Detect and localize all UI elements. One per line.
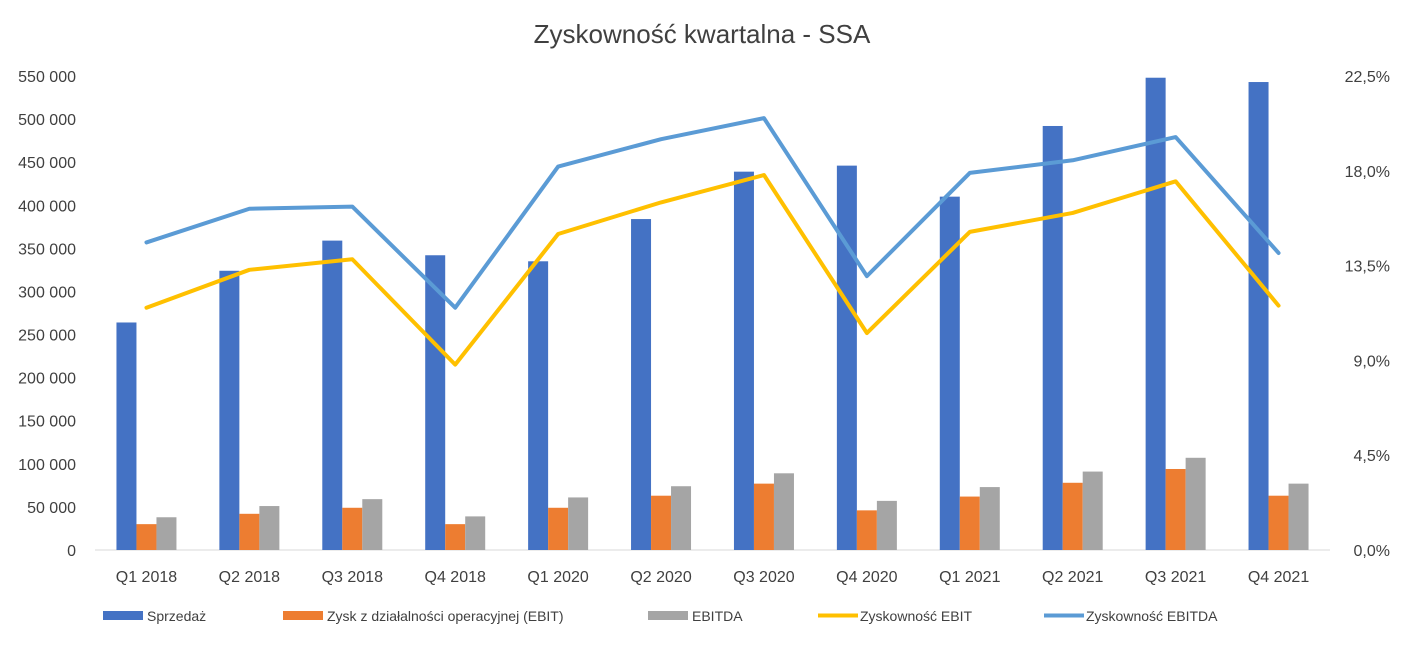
bar <box>773 473 794 550</box>
bar <box>136 524 157 550</box>
y-right-tick-label: 22,5% <box>1345 69 1390 86</box>
legend-item: Zyskowność EBIT <box>818 608 972 624</box>
y-left-tick-label: 550 000 <box>18 69 76 86</box>
legend-item: Zyskowność EBITDA <box>1044 608 1218 624</box>
x-tick-label: Q1 2021 <box>939 569 1000 586</box>
bar <box>1268 495 1289 550</box>
series-line <box>144 116 1281 310</box>
y-left-tick-label: 50 000 <box>27 500 76 517</box>
x-tick-label: Q2 2021 <box>1042 569 1103 586</box>
bar <box>876 500 897 550</box>
legend-label: Zyskowność EBIT <box>860 608 972 624</box>
legend-swatch <box>283 611 323 620</box>
legend-item: Zysk z działalności operacyjnej (EBIT) <box>283 608 564 624</box>
legend-label: Zysk z działalności operacyjnej (EBIT) <box>327 608 564 624</box>
bar <box>156 517 177 550</box>
y-right-tick-label: 18,0% <box>1345 164 1390 181</box>
x-tick-label: Q4 2020 <box>836 569 897 586</box>
y-right-tick-label: 9,0% <box>1354 353 1390 370</box>
x-tick-label: Q3 2020 <box>733 569 794 586</box>
bar <box>939 196 960 550</box>
bar <box>219 270 240 550</box>
bar <box>1248 82 1269 551</box>
bar <box>1145 77 1166 550</box>
bar <box>733 171 754 551</box>
plot-area: 0 50 000 100 000 150 000 200 000 250 000 300 0… <box>18 69 1390 586</box>
chart-title: Zyskowność kwartalna - SSA <box>534 19 871 49</box>
bar <box>528 261 549 550</box>
y-left-tick-label: 0 <box>67 543 76 560</box>
bar <box>671 486 692 550</box>
legend-label: EBITDA <box>692 608 743 624</box>
bar <box>1185 457 1206 550</box>
legend-label: Sprzedaż <box>147 608 206 624</box>
x-tick-label: Q2 2018 <box>219 569 280 586</box>
y-right-tick-label: 0,0% <box>1354 543 1390 560</box>
bar <box>836 165 857 550</box>
y-left-tick-label: 400 000 <box>18 198 76 215</box>
bar <box>259 506 280 550</box>
bar <box>239 513 260 550</box>
bar <box>116 322 137 550</box>
bar <box>631 219 652 550</box>
y-left-tick-label: 450 000 <box>18 155 76 172</box>
bar <box>856 510 877 550</box>
bar <box>425 255 446 550</box>
legend-item: EBITDA <box>648 608 743 624</box>
legend-swatch <box>103 611 143 620</box>
bar <box>959 496 980 550</box>
y-left-tick-label: 500 000 <box>18 112 76 129</box>
bar <box>548 507 569 550</box>
x-tick-label: Q4 2018 <box>425 569 486 586</box>
y-left-tick-label: 150 000 <box>18 414 76 431</box>
bar <box>753 483 774 550</box>
bar <box>1165 468 1186 550</box>
x-tick-label: Q2 2020 <box>630 569 691 586</box>
x-tick-label: Q3 2021 <box>1145 569 1206 586</box>
y-right-tick-label: 13,5% <box>1345 259 1390 276</box>
bar <box>979 487 1000 550</box>
legend-swatch <box>648 611 688 620</box>
bar <box>465 516 486 550</box>
y-left-tick-label: 100 000 <box>18 457 76 474</box>
bar-series <box>136 468 1289 550</box>
legend-label: Zyskowność EBITDA <box>1086 608 1218 624</box>
bar <box>445 524 466 550</box>
bar <box>1288 483 1309 550</box>
bar <box>342 507 363 550</box>
bar-series <box>156 457 1309 550</box>
bar <box>1042 125 1063 551</box>
legend: Sprzedaż Zysk z działalności operacyjnej … <box>103 608 1218 624</box>
y-left-tick-label: 200 000 <box>18 371 76 388</box>
bar <box>322 240 343 550</box>
x-tick-label: Q1 2020 <box>527 569 588 586</box>
x-tick-label: Q3 2018 <box>322 569 383 586</box>
bar <box>568 497 589 550</box>
bar <box>1062 482 1083 550</box>
legend-item: Sprzedaż <box>103 608 206 624</box>
x-tick-label: Q1 2018 <box>116 569 177 586</box>
bar <box>362 499 383 550</box>
series-line <box>144 173 1281 367</box>
bar <box>1082 471 1103 550</box>
y-left-tick-label: 350 000 <box>18 241 76 258</box>
x-tick-label: Q4 2021 <box>1248 569 1309 586</box>
bar-series <box>116 77 1269 551</box>
y-left-tick-label: 300 000 <box>18 284 76 301</box>
bar <box>651 495 672 550</box>
y-left-tick-label: 250 000 <box>18 328 76 345</box>
y-right-tick-label: 4,5% <box>1354 448 1390 465</box>
